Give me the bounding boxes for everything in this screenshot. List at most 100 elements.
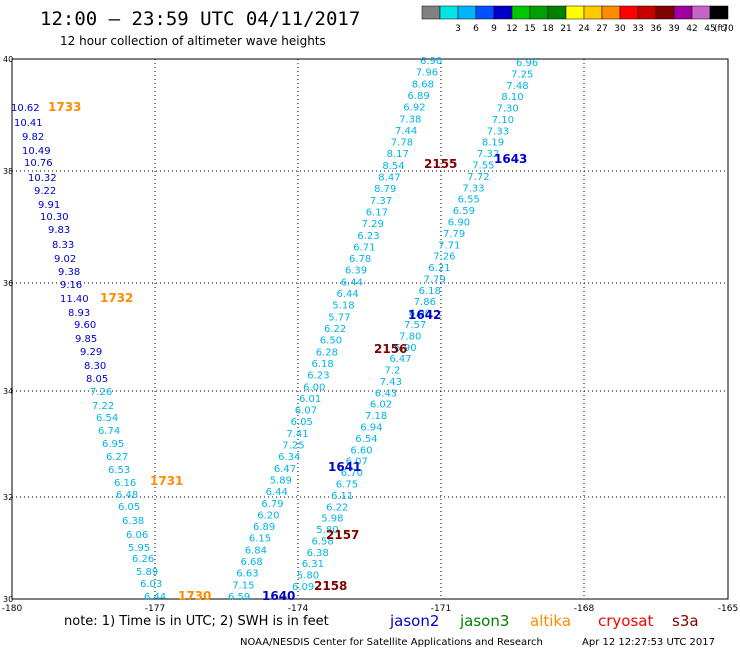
swh-value-jason2: 6.60 xyxy=(350,445,372,456)
swh-value-s3a: 7.37 xyxy=(370,196,392,207)
swh-value-jason2: 7.55 xyxy=(472,161,494,172)
swh-value-s3a: 7.41 xyxy=(286,429,308,440)
swh-value-jason2: 5.98 xyxy=(321,514,343,525)
scale-label: 21 xyxy=(560,24,571,34)
scale-label: 12 xyxy=(506,24,517,34)
scale-swatch xyxy=(583,5,603,20)
swh-value-altika: 6.06 xyxy=(126,530,148,541)
swh-value-s3a: 8.54 xyxy=(382,161,404,172)
scale-label: 9 xyxy=(491,24,497,34)
swh-value-jason2: 6.02 xyxy=(370,400,392,411)
swh-value-altika: 7.22 xyxy=(92,401,114,412)
swh-value-altika: 10.41 xyxy=(14,118,43,129)
footer-timestamp: Apr 12 12:27:53 UTC 2017 xyxy=(582,637,715,648)
swh-value-altika: 9.38 xyxy=(58,267,80,278)
swh-value-altika: 6.53 xyxy=(108,465,130,476)
swh-value-jason2: 6.21 xyxy=(428,263,450,274)
swh-value-jason2: 6.18 xyxy=(419,286,441,297)
swh-value-altika: 6.95 xyxy=(102,439,124,450)
swh-value-altika: 8.33 xyxy=(52,240,74,251)
time-label-s3a: 2155 xyxy=(424,157,457,171)
swh-value-altika: 10.76 xyxy=(24,158,53,169)
scale-swatch xyxy=(511,5,531,20)
scale-label: 27 xyxy=(596,24,607,34)
swh-value-s3a: 6.22 xyxy=(324,324,346,335)
swh-value-altika: 11.40 xyxy=(60,294,89,305)
swh-value-altika: 9.29 xyxy=(80,347,102,358)
swh-value-altika: 9.83 xyxy=(48,225,70,236)
scale-label: 24 xyxy=(578,24,590,34)
swh-value-s3a: 5.18 xyxy=(332,301,354,312)
swh-value-s3a: 6.89 xyxy=(253,522,275,533)
scale-label: 30 xyxy=(614,24,626,34)
satellite-legend: jason2 jason3 altika cryosat s3a xyxy=(389,612,699,630)
swh-value-jason2: 6.47 xyxy=(389,354,411,365)
swh-value-jason2: 7.86 xyxy=(414,297,436,308)
scale-swatch xyxy=(619,5,639,20)
swh-value-jason2: 5.80 xyxy=(316,525,338,536)
lon-tick-label: -165 xyxy=(718,604,738,614)
time-label-altika: 1731 xyxy=(150,474,183,488)
scale-swatch xyxy=(655,5,675,20)
swh-value-altika: 6.54 xyxy=(96,413,118,424)
swh-value-jason2: 6.75 xyxy=(336,480,358,491)
scale-swatch xyxy=(565,5,585,20)
swh-value-altika: 8.30 xyxy=(84,361,106,372)
swh-value-jason2: 6.94 xyxy=(360,423,382,434)
swh-value-jason2: 6.59 xyxy=(453,206,475,217)
scale-swatch xyxy=(637,5,657,20)
swh-value-altika: 6.27 xyxy=(106,452,128,463)
swh-value-jason2: 7.10 xyxy=(492,115,514,126)
swh-value-s3a: 6.50 xyxy=(320,336,342,347)
swh-value-s3a: 6.23 xyxy=(357,231,379,242)
scale-label: 39 xyxy=(668,24,680,34)
swh-value-altika: 6.16 xyxy=(114,478,136,489)
scale-label: 15 xyxy=(524,24,535,34)
swh-value-altika: 10.62 xyxy=(11,103,40,114)
scale-label: 3 xyxy=(455,24,461,34)
swh-value-s3a: 6.18 xyxy=(312,359,334,370)
swh-value-s3a: 6.20 xyxy=(257,510,279,521)
swh-color-scale: 3 6 9 12 15 18 21 24 27 30 33 36 39 42 45 70 xyxy=(421,5,734,34)
satellite-legend-jason2: jason2 xyxy=(389,612,439,630)
page-title: 12:00 – 23:59 UTC 04/11/2017 xyxy=(40,8,360,30)
lat-tick-label: 34 xyxy=(3,387,13,396)
swh-value-jason2: 6.43 xyxy=(375,388,397,399)
swh-value-s3a: 8.47 xyxy=(378,173,400,184)
swh-value-altika: 9.22 xyxy=(34,186,56,197)
swh-value-jason2: 7.72 xyxy=(467,172,489,183)
swh-value-s3a: 6.71 xyxy=(353,242,375,253)
swh-value-jason2: 6.96 xyxy=(516,58,538,69)
swh-value-jason2: 6.54 xyxy=(355,434,377,445)
swh-value-s3a: 7.44 xyxy=(395,126,417,137)
scale-label: 33 xyxy=(632,24,643,34)
swh-value-s3a: 7.29 xyxy=(362,219,384,230)
scale-label: 45 xyxy=(704,24,715,34)
swh-value-s3a: 6.34 xyxy=(278,452,300,463)
scale-swatch xyxy=(439,5,459,20)
swh-value-s3a: 8.79 xyxy=(374,184,396,195)
swh-value-jason2: 6.90 xyxy=(448,218,470,229)
swh-value-s3a: 6.07 xyxy=(295,406,317,417)
swh-value-s3a: 6.01 xyxy=(299,394,321,405)
swh-value-s3a: 6.00 xyxy=(303,382,325,393)
swh-value-altika: 9.91 xyxy=(38,200,60,211)
swh-value-s3a: 6.92 xyxy=(403,103,425,114)
footer-credit: NOAA/NESDIS Center for Satellite Applica… xyxy=(240,637,543,648)
swh-value-s3a: 6.28 xyxy=(316,347,338,358)
swh-value-jason2: 7.32 xyxy=(477,149,499,160)
swh-value-altika: 9.16 xyxy=(60,280,82,291)
time-label-s3a: 2156 xyxy=(374,342,407,356)
time-label-jason2: 1642 xyxy=(408,308,441,322)
swh-value-s3a: 6.23 xyxy=(307,371,329,382)
swh-value-s3a: 6.63 xyxy=(236,569,258,580)
swh-value-s3a: 6.44 xyxy=(266,487,288,498)
swh-value-altika: 10.32 xyxy=(28,173,57,184)
swh-value-altika: 6.03 xyxy=(140,579,162,590)
swh-value-altika: 6.26 xyxy=(132,554,154,565)
swh-value-s3a: 5.77 xyxy=(328,312,350,323)
scale-swatch xyxy=(691,5,711,20)
lat-tick-label: 38 xyxy=(3,167,13,176)
